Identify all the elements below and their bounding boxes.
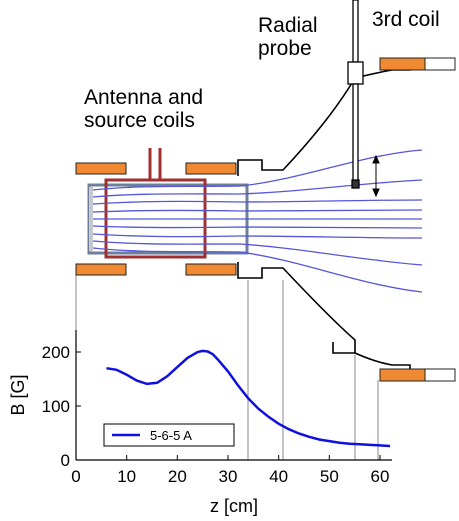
label-third-coil: 3rd coil bbox=[372, 8, 440, 31]
y-axis-label: B [G] bbox=[8, 374, 28, 415]
third-coil bbox=[379, 57, 456, 382]
plot-area: 0 10 20 30 40 50 60 0 100 200 z [cm] B [G] 5-6-5… bbox=[8, 330, 392, 516]
x-tick-label: 10 bbox=[117, 467, 136, 486]
x-tick-label: 20 bbox=[168, 467, 187, 486]
source-coils bbox=[75, 162, 237, 276]
x-tick-label: 60 bbox=[371, 467, 390, 486]
coil-2-top bbox=[185, 162, 237, 175]
coil-2-bottom bbox=[185, 263, 237, 276]
y-tick-label: 200 bbox=[42, 343, 70, 362]
coil-3-top bbox=[379, 57, 426, 71]
x-axis-label: z [cm] bbox=[210, 496, 258, 516]
legend-label: 5-6-5 A bbox=[150, 428, 192, 443]
x-tick-label: 40 bbox=[269, 467, 288, 486]
label-antenna: Antenna and source coils bbox=[84, 86, 204, 132]
device-schematic bbox=[75, 0, 456, 460]
x-tick-label: 0 bbox=[71, 467, 80, 486]
y-tick-label: 0 bbox=[61, 451, 70, 470]
x-tick-label: 50 bbox=[320, 467, 339, 486]
label-radial-probe: Radial probe bbox=[258, 14, 318, 60]
probe-travel-arrow bbox=[372, 154, 380, 198]
y-ticks: 0 100 200 bbox=[42, 343, 81, 470]
x-tick-label: 30 bbox=[219, 467, 238, 486]
coil-1-bottom bbox=[75, 263, 127, 276]
radial-probe bbox=[347, 0, 364, 189]
x-ticks: 0 10 20 30 40 50 60 bbox=[71, 455, 389, 486]
coil-3-bottom bbox=[379, 368, 426, 382]
coil-1-top bbox=[75, 162, 127, 175]
series-line-5-6-5 bbox=[106, 349, 391, 448]
legend: 5-6-5 A bbox=[103, 423, 235, 447]
expansion-chamber bbox=[237, 60, 411, 378]
y-tick-label: 100 bbox=[42, 397, 70, 416]
guide-lines bbox=[75, 275, 379, 460]
field-lines bbox=[92, 149, 423, 293]
